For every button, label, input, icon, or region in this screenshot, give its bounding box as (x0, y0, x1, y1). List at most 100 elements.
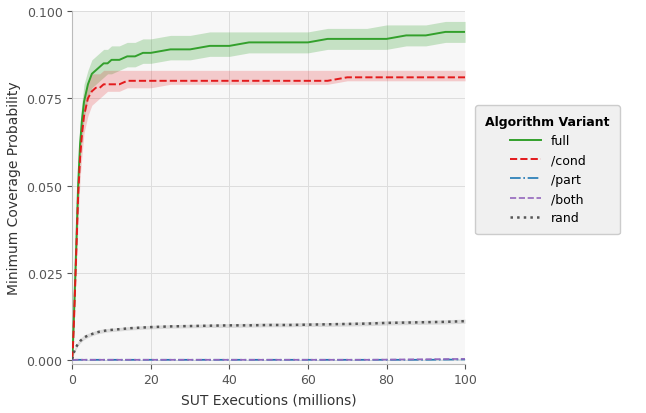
/both (186, 357, 194, 362)
/both (108, 357, 116, 362)
rand (284, 323, 292, 328)
rand (265, 323, 273, 328)
rand (96, 329, 103, 334)
/cond (402, 76, 410, 81)
/cond (74, 194, 82, 199)
X-axis label: SUT Executions (millions): SUT Executions (millions) (181, 392, 357, 406)
/cond (363, 76, 371, 81)
/both (402, 357, 410, 362)
rand (68, 357, 76, 362)
Legend: full, /cond, /part, /both, rand: full, /cond, /part, /both, rand (475, 106, 620, 235)
full (284, 41, 292, 46)
/cond (206, 79, 214, 84)
/both (147, 357, 154, 362)
full (92, 69, 99, 74)
/both (225, 357, 233, 362)
rand (104, 328, 112, 333)
rand (363, 321, 371, 326)
full (74, 184, 82, 189)
/cond (123, 79, 131, 84)
full (422, 34, 430, 39)
/cond (461, 76, 469, 81)
full (108, 58, 116, 63)
/part (382, 357, 390, 362)
rand (206, 323, 214, 328)
full (186, 48, 194, 53)
rand (186, 324, 194, 329)
full (402, 34, 410, 39)
/both (324, 357, 331, 362)
/cond (442, 76, 450, 81)
/both (265, 357, 273, 362)
rand (245, 323, 253, 328)
full (80, 100, 88, 105)
full (382, 37, 390, 42)
full (68, 356, 76, 361)
/cond (70, 313, 78, 318)
rand (92, 330, 99, 335)
rand (84, 333, 92, 338)
/cond (69, 344, 77, 349)
/both (68, 358, 76, 363)
rand (74, 341, 82, 346)
rand (70, 349, 78, 354)
/part (108, 357, 116, 362)
full (363, 37, 371, 42)
/cond (186, 79, 194, 84)
full (461, 30, 469, 35)
rand (344, 322, 351, 327)
rand (147, 325, 154, 330)
/part (422, 357, 430, 362)
/cond (225, 79, 233, 84)
/part (147, 357, 154, 362)
rand (167, 324, 174, 329)
/both (461, 356, 469, 361)
/cond (104, 83, 112, 88)
/part (344, 357, 351, 362)
/cond (147, 79, 154, 84)
/cond (324, 79, 331, 84)
full (69, 340, 77, 345)
/both (72, 357, 80, 362)
full (442, 30, 450, 35)
/cond (92, 86, 99, 91)
/cond (78, 131, 86, 136)
/both (344, 357, 351, 362)
rand (69, 353, 77, 358)
Y-axis label: Minimum Coverage Probability: Minimum Coverage Probability (7, 81, 21, 294)
/cond (382, 76, 390, 81)
/both (363, 357, 371, 362)
/part (68, 358, 76, 363)
full (70, 306, 78, 311)
full (324, 37, 331, 42)
Line: full: full (72, 33, 465, 358)
Line: rand: rand (72, 321, 465, 359)
/cond (245, 79, 253, 84)
rand (225, 323, 233, 328)
/cond (99, 83, 107, 88)
/both (382, 357, 390, 362)
/part (72, 357, 80, 362)
Line: /cond: /cond (72, 78, 465, 358)
/part (304, 357, 312, 362)
rand (382, 320, 390, 325)
/cond (108, 83, 116, 88)
rand (324, 322, 331, 327)
full (245, 41, 253, 46)
full (265, 41, 273, 46)
full (99, 62, 107, 66)
/cond (76, 156, 84, 161)
/cond (284, 79, 292, 84)
/cond (84, 97, 92, 102)
/cond (116, 83, 123, 88)
full (206, 44, 214, 49)
rand (108, 328, 116, 332)
rand (80, 335, 88, 340)
/cond (68, 356, 76, 361)
full (88, 72, 96, 77)
/cond (422, 76, 430, 81)
rand (304, 323, 312, 328)
/part (461, 357, 469, 362)
full (131, 55, 139, 60)
/part (265, 357, 273, 362)
